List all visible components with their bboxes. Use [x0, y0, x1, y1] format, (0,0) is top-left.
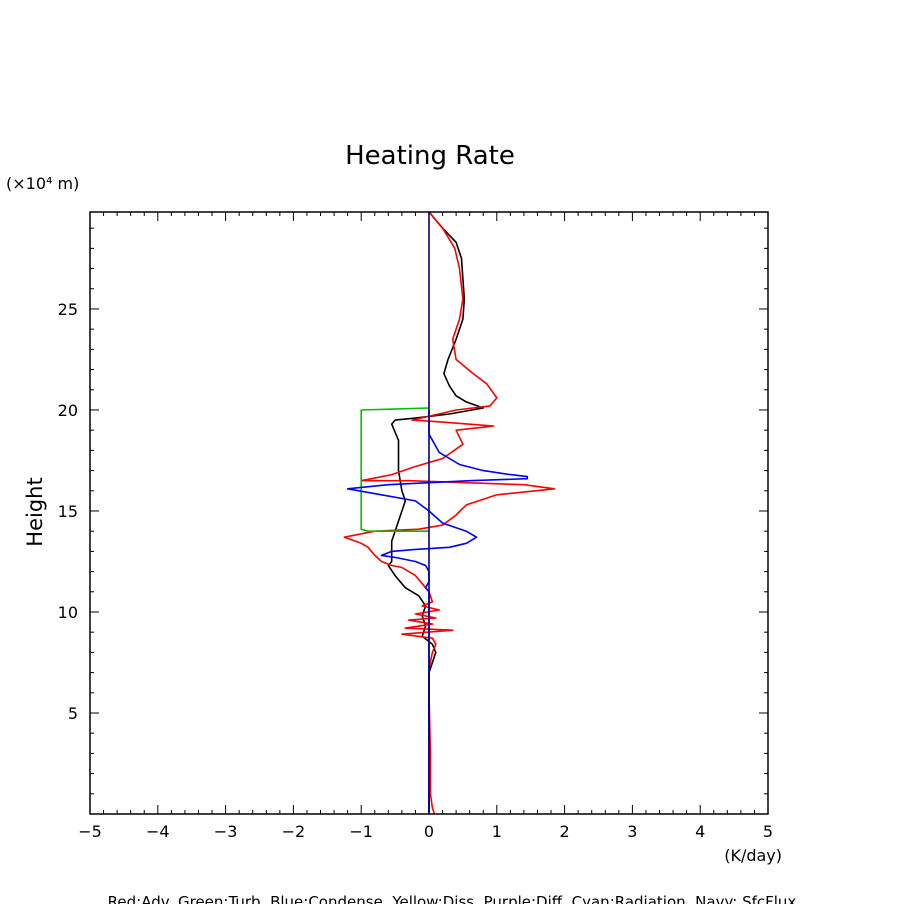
y-axis-unit: (×10⁴ m)	[6, 174, 79, 193]
y-axis-label: Height	[23, 477, 47, 546]
x-tick-label: 5	[763, 822, 773, 841]
plot-frame	[89, 211, 769, 815]
series-line-0	[387, 211, 484, 814]
series-line-2	[360, 407, 430, 532]
x-tick-label: 1	[492, 822, 502, 841]
series-line-1	[343, 211, 556, 815]
y-tick-label: 25	[58, 300, 78, 319]
axis-ticks: −5 −4 −3 −2 −1 0 1 2 3 4 5 5 10 15 20 25	[58, 212, 773, 841]
x-tick-label: −5	[78, 822, 102, 841]
chart-title: Heating Rate	[345, 141, 515, 171]
x-tick-label: −1	[349, 822, 373, 841]
x-tick-label: −4	[146, 822, 170, 841]
legend-note: Red:Adv. Green:Turb. Blue:Condense. Yell…	[108, 893, 797, 904]
x-tick-label: 3	[627, 822, 637, 841]
x-tick-label: 4	[695, 822, 705, 841]
x-tick-label: 0	[424, 822, 434, 841]
x-tick-label: −2	[282, 822, 306, 841]
y-tick-label: 20	[58, 401, 78, 420]
x-tick-label: 2	[560, 822, 570, 841]
y-tick-label: 5	[68, 704, 78, 723]
y-tick-label: 15	[58, 502, 78, 521]
x-tick-label: −3	[214, 822, 238, 841]
series-line-3	[346, 410, 529, 814]
y-tick-label: 10	[58, 603, 78, 622]
series-group	[343, 211, 556, 815]
x-axis-label: (K/day)	[724, 846, 782, 865]
